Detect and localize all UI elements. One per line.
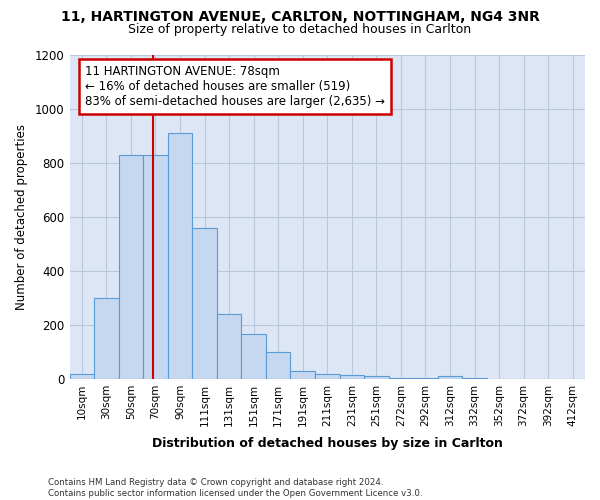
Text: 11 HARTINGTON AVENUE: 78sqm
← 16% of detached houses are smaller (519)
83% of se: 11 HARTINGTON AVENUE: 78sqm ← 16% of det… bbox=[85, 64, 385, 108]
Text: Size of property relative to detached houses in Carlton: Size of property relative to detached ho… bbox=[128, 22, 472, 36]
Bar bbox=[315, 374, 340, 379]
Bar bbox=[143, 155, 168, 379]
Bar bbox=[119, 155, 143, 379]
Text: Contains HM Land Registry data © Crown copyright and database right 2024.
Contai: Contains HM Land Registry data © Crown c… bbox=[48, 478, 422, 498]
Bar bbox=[241, 334, 266, 379]
Y-axis label: Number of detached properties: Number of detached properties bbox=[15, 124, 28, 310]
Bar bbox=[413, 378, 438, 379]
Bar bbox=[290, 371, 315, 379]
Bar bbox=[192, 228, 217, 379]
Bar bbox=[340, 375, 364, 379]
Bar bbox=[438, 376, 462, 379]
Bar bbox=[364, 376, 389, 379]
Bar bbox=[462, 378, 487, 379]
Bar bbox=[70, 374, 94, 379]
Bar bbox=[217, 314, 241, 379]
Bar bbox=[168, 134, 192, 379]
Text: 11, HARTINGTON AVENUE, CARLTON, NOTTINGHAM, NG4 3NR: 11, HARTINGTON AVENUE, CARLTON, NOTTINGH… bbox=[61, 10, 539, 24]
Bar bbox=[389, 378, 413, 379]
Bar bbox=[94, 298, 119, 379]
Bar bbox=[266, 352, 290, 379]
X-axis label: Distribution of detached houses by size in Carlton: Distribution of detached houses by size … bbox=[152, 437, 503, 450]
